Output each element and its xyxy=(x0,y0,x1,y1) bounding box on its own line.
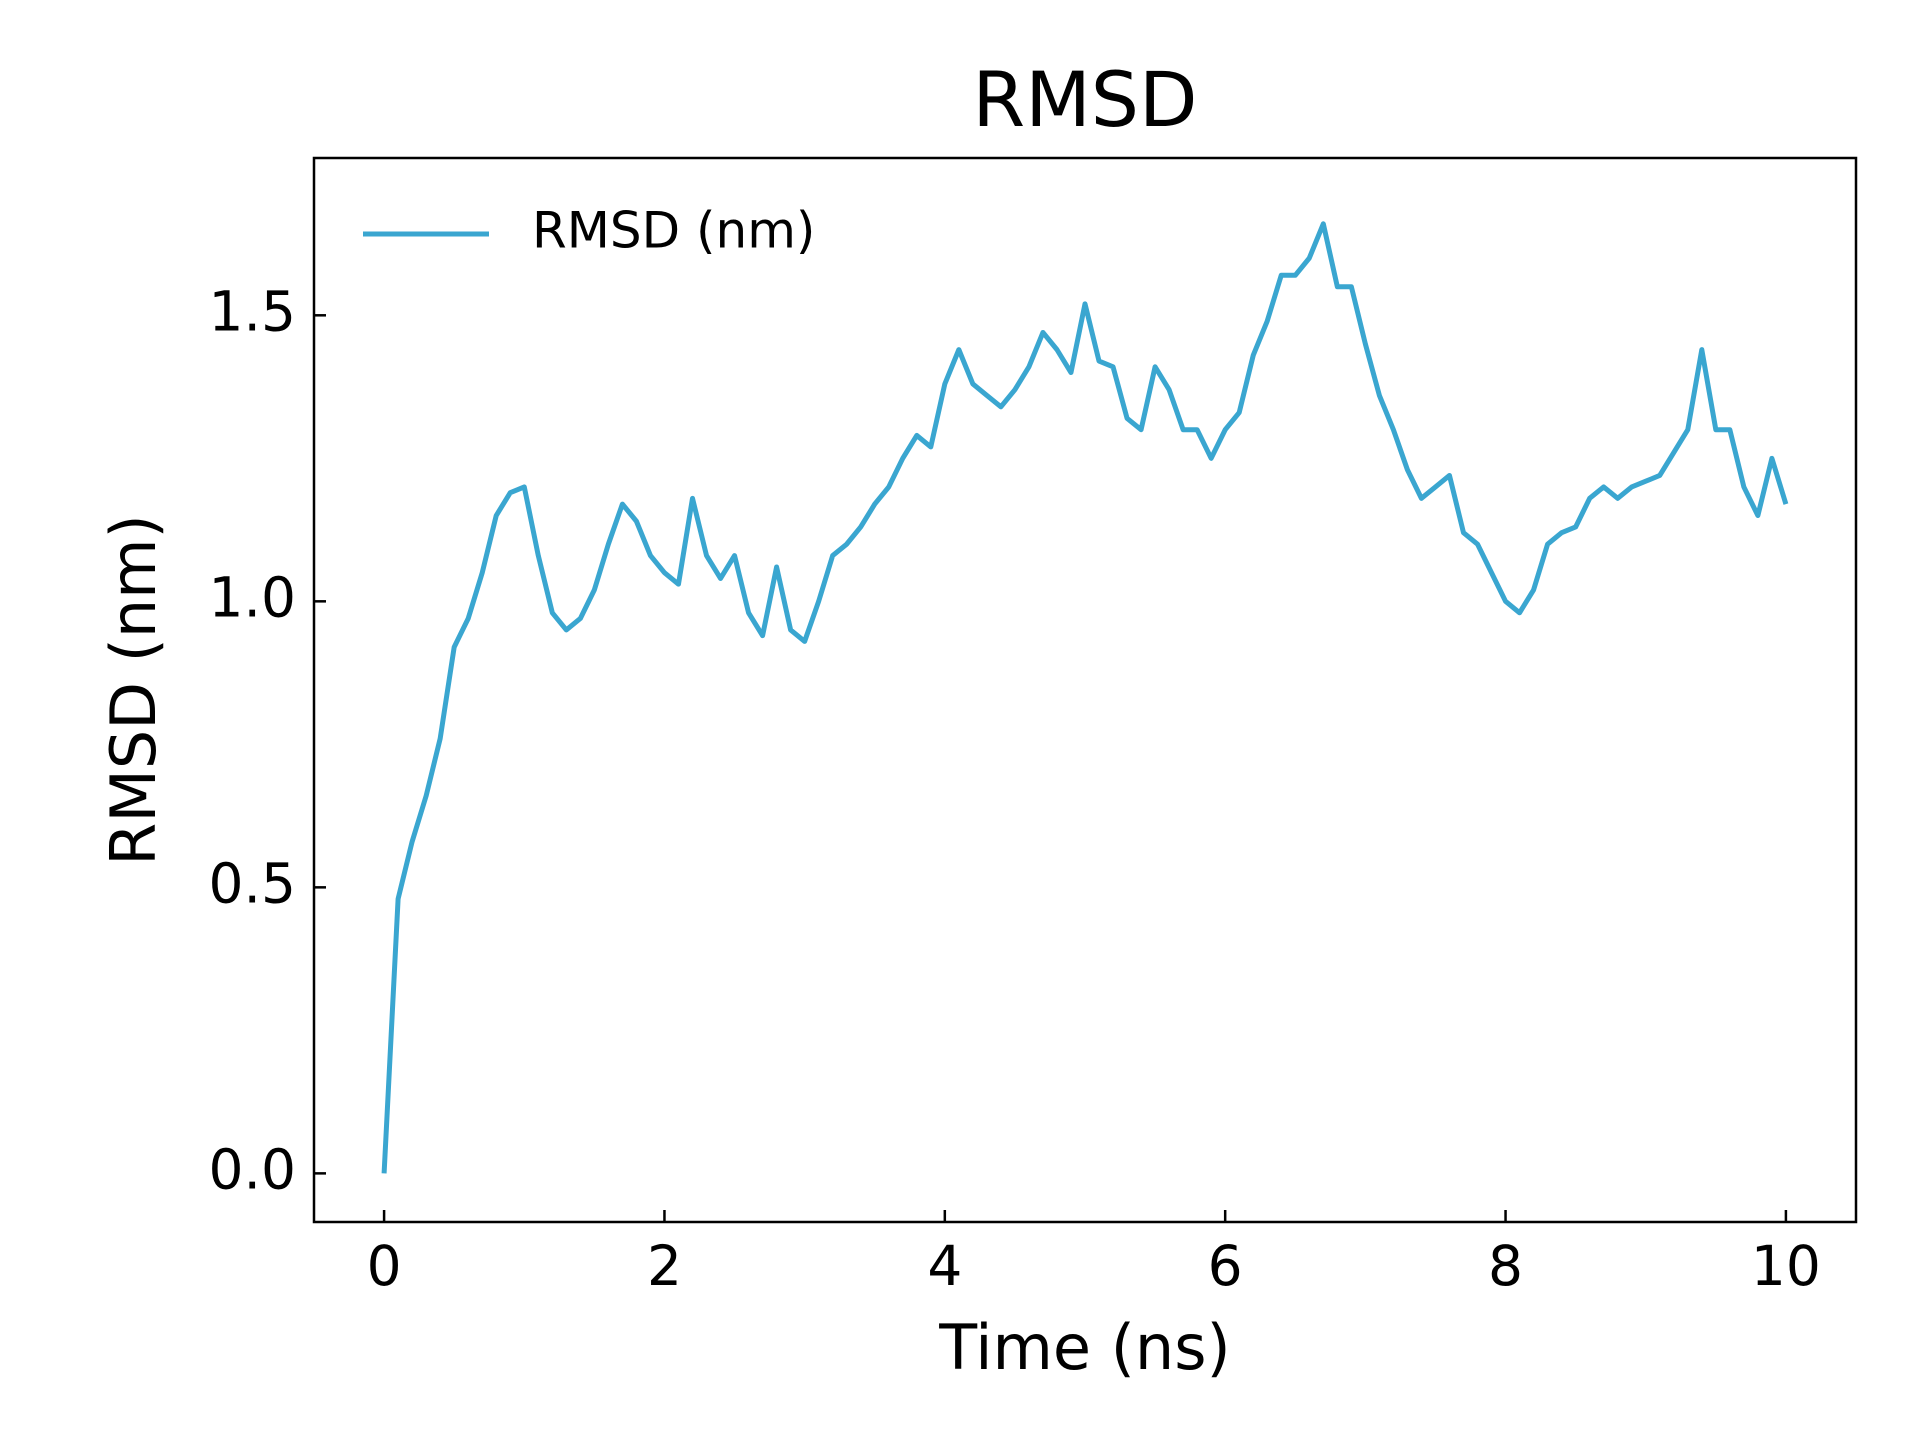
plot-frame xyxy=(312,156,1858,1224)
y-tick-label: 0.5 xyxy=(209,851,296,915)
x-tick-label: 8 xyxy=(1488,1234,1523,1298)
x-tick-label: 6 xyxy=(1208,1234,1243,1298)
x-axis-label: Time (ns) xyxy=(938,1311,1230,1384)
x-tick-label: 2 xyxy=(647,1234,682,1298)
chart-title: RMSD xyxy=(972,55,1197,144)
y-tick-label: 1.5 xyxy=(209,279,296,343)
x-tick-label: 10 xyxy=(1751,1234,1821,1298)
y-tick-label: 0.0 xyxy=(209,1138,296,1202)
y-axis-label: RMSD (nm) xyxy=(97,514,170,865)
y-tick-label: 1.0 xyxy=(209,565,296,629)
x-tick-label: 4 xyxy=(927,1234,962,1298)
data-line xyxy=(381,221,1789,1174)
x-tick-label: 0 xyxy=(367,1234,402,1298)
legend-label: RMSD (nm) xyxy=(532,202,815,260)
